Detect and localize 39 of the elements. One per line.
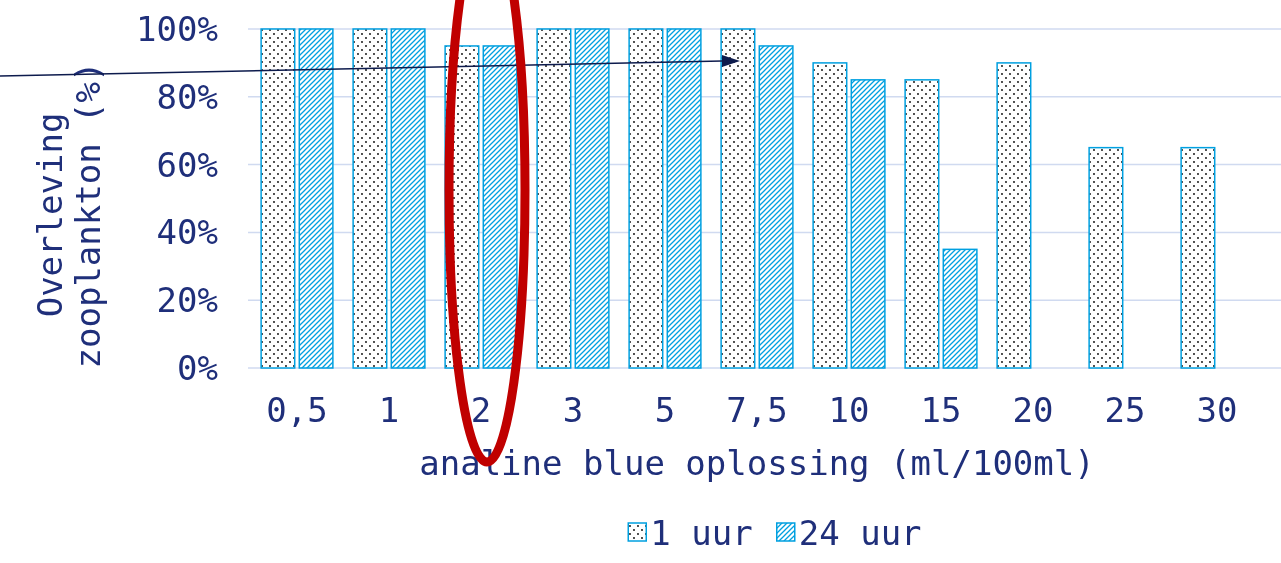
- bar: [1088, 146, 1124, 369]
- x-tick-label: 5: [654, 390, 676, 430]
- x-tick-label: 3: [562, 390, 584, 430]
- bar: [720, 28, 756, 369]
- y-tick-label: 20%: [156, 280, 218, 321]
- x-axis-title: analine blue oplossing (ml/100ml): [419, 443, 1095, 483]
- x-tick-label: 2: [470, 390, 492, 430]
- y-tick-label: 0%: [177, 347, 218, 388]
- x-tick-label: 15: [920, 390, 962, 430]
- bar: [904, 79, 940, 369]
- bar: [666, 28, 702, 369]
- x-tick-label: 7,5: [726, 390, 788, 430]
- bar: [390, 28, 426, 369]
- bar: [482, 45, 518, 369]
- bar: [352, 28, 388, 369]
- x-tick-label: 25: [1104, 390, 1146, 430]
- bar: [942, 248, 978, 369]
- x-tick-label: 30: [1196, 390, 1238, 430]
- bar: [260, 28, 296, 369]
- bar: [1180, 146, 1216, 369]
- y-tick-label: 100%: [136, 8, 218, 49]
- bar: [574, 28, 610, 369]
- x-tick-label: 1: [378, 390, 400, 430]
- y-tick-label: 80%: [156, 76, 218, 117]
- bar: [850, 79, 886, 369]
- x-tick-label: 20: [1012, 390, 1054, 430]
- y-tick-label: 40%: [156, 212, 218, 253]
- x-tick-label: 10: [828, 390, 870, 430]
- bar: [536, 28, 572, 369]
- bar: [758, 45, 794, 369]
- y-tick-label: 60%: [156, 144, 218, 185]
- legend-label: 1 uur: [650, 513, 753, 553]
- bar: [996, 62, 1032, 369]
- y-axis-title: Overleving zooplankton (%): [30, 61, 108, 369]
- bar: [812, 62, 848, 369]
- bar: [628, 28, 664, 369]
- bar: [298, 28, 334, 369]
- x-tick-label: 0,5: [266, 390, 328, 430]
- legend-label: 24 uur: [798, 513, 922, 553]
